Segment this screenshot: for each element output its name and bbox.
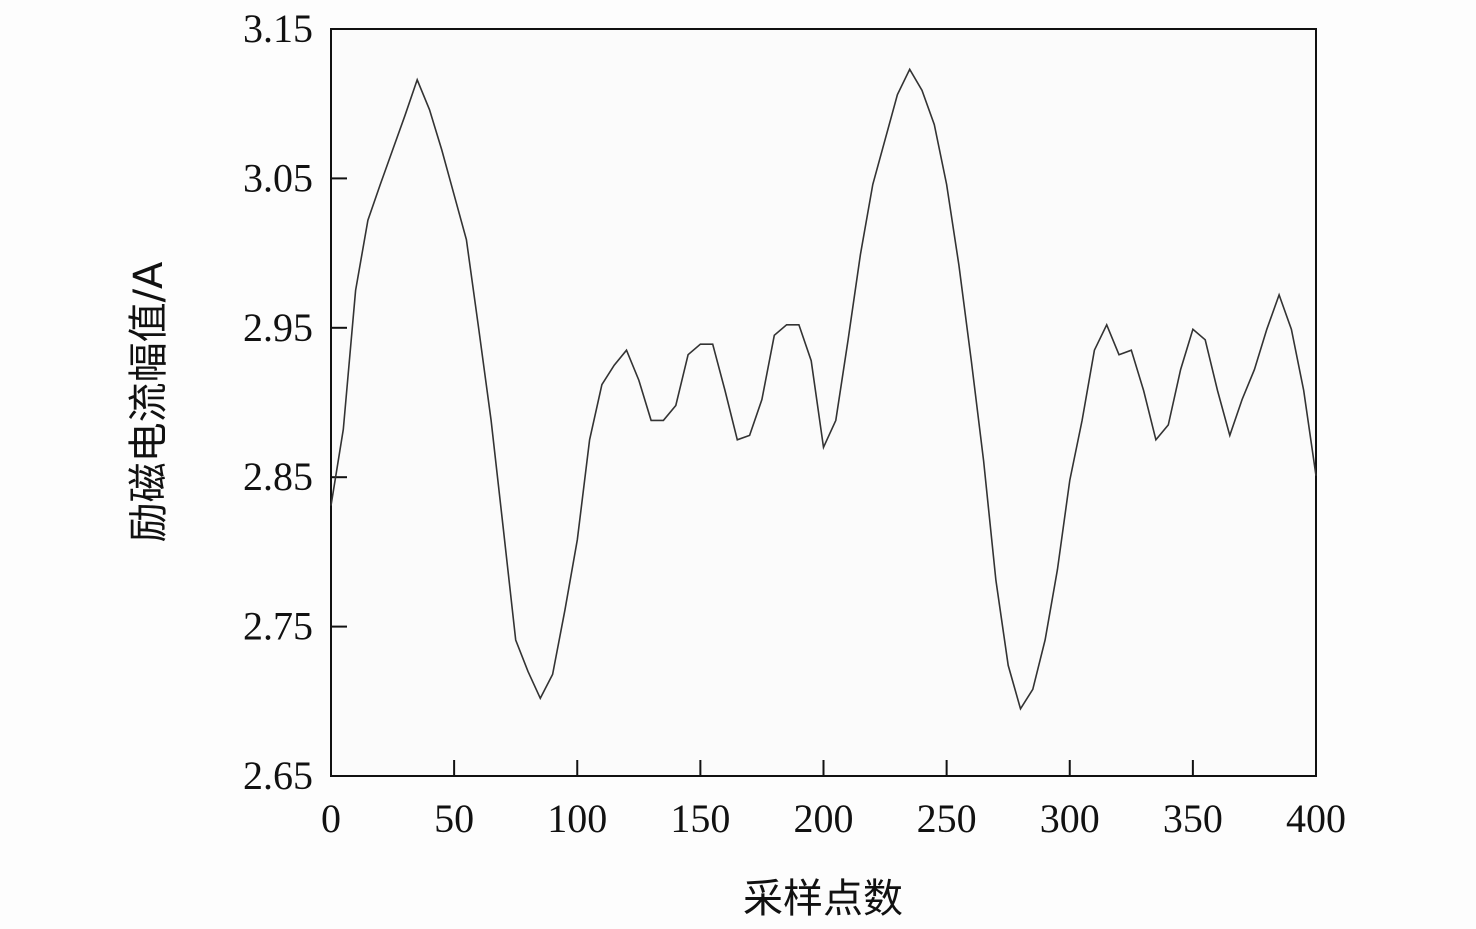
y-tick-label: 2.65 — [243, 753, 313, 798]
x-tick-label: 0 — [321, 796, 341, 841]
x-tick-label: 100 — [547, 796, 607, 841]
x-tick-label: 350 — [1163, 796, 1223, 841]
x-tick-label: 300 — [1040, 796, 1100, 841]
y-tick-label: 2.75 — [243, 604, 313, 649]
x-tick-label: 50 — [434, 796, 474, 841]
series-line — [330, 67, 1317, 711]
x-tick-label: 150 — [670, 796, 730, 841]
y-tick-label: 3.15 — [243, 6, 313, 51]
y-tick-label: 3.05 — [243, 155, 313, 200]
plot-frame — [330, 28, 1317, 777]
y-tick-label: 2.95 — [243, 305, 313, 350]
x-axis-label: 采样点数 — [743, 876, 903, 922]
x-tick-label: 200 — [794, 796, 854, 841]
x-tick-label: 250 — [917, 796, 977, 841]
x-tick-label: 400 — [1286, 796, 1346, 841]
y-axis-label: 励磁电流幅值/A — [126, 261, 172, 542]
y-tick-label: 2.85 — [243, 454, 313, 499]
